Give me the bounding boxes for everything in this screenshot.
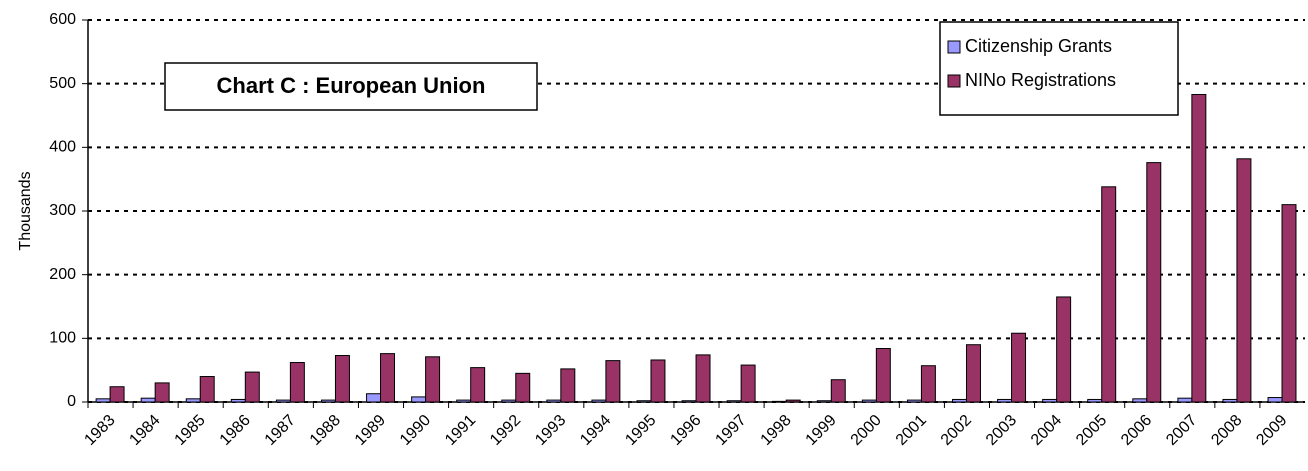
bar <box>1087 398 1103 403</box>
legend-label: Citizenship Grants <box>965 36 1112 56</box>
bar <box>501 399 517 403</box>
x-tick-label: 2005 <box>1073 412 1110 449</box>
bar <box>411 396 427 403</box>
y-tick-label: 0 <box>67 393 76 410</box>
bar <box>952 398 967 403</box>
bar <box>1101 186 1117 403</box>
y-tick-label: 500 <box>49 75 76 92</box>
bar <box>650 359 666 403</box>
x-tick-label: 1995 <box>622 412 659 449</box>
bar <box>740 364 756 403</box>
bar <box>861 399 877 403</box>
bar <box>1011 332 1027 403</box>
bar <box>380 353 396 403</box>
x-tick-label: 2007 <box>1163 412 1200 449</box>
x-tick-label: 1987 <box>262 412 299 449</box>
x-tick-label: 1994 <box>577 412 614 449</box>
bar <box>470 367 486 403</box>
x-tick-label: 2001 <box>893 412 930 449</box>
bar <box>425 356 441 403</box>
y-tick-label: 400 <box>49 139 76 156</box>
bar <box>681 400 697 403</box>
bar <box>199 376 215 403</box>
bar <box>366 393 382 403</box>
x-tick-label: 2009 <box>1253 412 1290 449</box>
bar <box>830 379 846 403</box>
x-tick-label: 1999 <box>803 412 840 449</box>
bar <box>816 400 832 403</box>
bar <box>109 386 125 403</box>
y-tick-label: 100 <box>49 330 76 347</box>
bar <box>95 398 111 403</box>
y-axis-label: Thousands <box>17 171 34 250</box>
x-tick-label: 1985 <box>172 412 209 449</box>
chart-title: Chart C : European Union <box>217 73 486 98</box>
bar <box>771 400 787 403</box>
bar <box>334 355 350 403</box>
bar <box>695 354 711 403</box>
bar <box>1267 397 1283 403</box>
x-tick-label: 1983 <box>81 412 118 449</box>
x-tick-label: 1990 <box>397 412 434 449</box>
x-tick-label: 1984 <box>126 412 163 449</box>
x-tick-label: 2002 <box>938 412 975 449</box>
bar <box>560 368 576 403</box>
bar <box>906 399 922 403</box>
bar <box>726 400 742 403</box>
bar <box>230 398 246 403</box>
bar <box>1222 398 1238 403</box>
bar <box>1042 398 1058 403</box>
legend-swatch <box>947 74 961 88</box>
bar <box>1177 397 1193 403</box>
x-tick-label: 1988 <box>307 412 344 449</box>
x-tick-label: 1997 <box>712 412 749 449</box>
bar <box>154 382 170 403</box>
x-tick-label: 2006 <box>1118 412 1155 449</box>
bar <box>920 365 936 403</box>
bar <box>965 344 981 403</box>
x-tick-label: 2004 <box>1028 412 1065 449</box>
x-tick-label: 1998 <box>758 412 795 449</box>
bar <box>1056 296 1072 403</box>
bar <box>140 397 156 403</box>
x-tick-label: 1992 <box>487 412 524 449</box>
x-tick-label: 1993 <box>532 412 569 449</box>
y-tick-label: 600 <box>49 11 76 28</box>
legend-box <box>939 21 1179 116</box>
bar <box>591 399 607 403</box>
bar <box>546 399 562 403</box>
bar <box>1146 162 1162 403</box>
bar <box>275 399 291 403</box>
bar <box>515 372 531 403</box>
bar <box>1191 93 1207 403</box>
bar <box>605 360 621 403</box>
y-tick-label: 300 <box>49 202 76 219</box>
x-tick-label: 1989 <box>352 412 389 449</box>
x-tick-label: 1986 <box>217 412 254 449</box>
bar <box>456 399 472 403</box>
bar <box>1236 158 1252 403</box>
x-tick-label: 2003 <box>983 412 1020 449</box>
legend-label: NINo Registrations <box>965 70 1116 90</box>
bar <box>1281 204 1297 403</box>
title-box <box>164 62 538 111</box>
bar <box>1132 398 1148 403</box>
x-tick-label: 2000 <box>848 412 885 449</box>
y-tick-label: 200 <box>49 266 76 283</box>
bar <box>185 398 201 403</box>
bar <box>785 399 801 403</box>
bar <box>875 348 891 403</box>
bar <box>289 362 305 403</box>
x-tick-label: 1991 <box>442 412 479 449</box>
bar <box>244 371 260 403</box>
bar <box>320 399 336 403</box>
bar <box>636 400 652 403</box>
legend-swatch <box>947 40 961 54</box>
bar <box>997 398 1013 403</box>
x-tick-label: 1996 <box>667 412 704 449</box>
x-tick-label: 2008 <box>1208 412 1245 449</box>
